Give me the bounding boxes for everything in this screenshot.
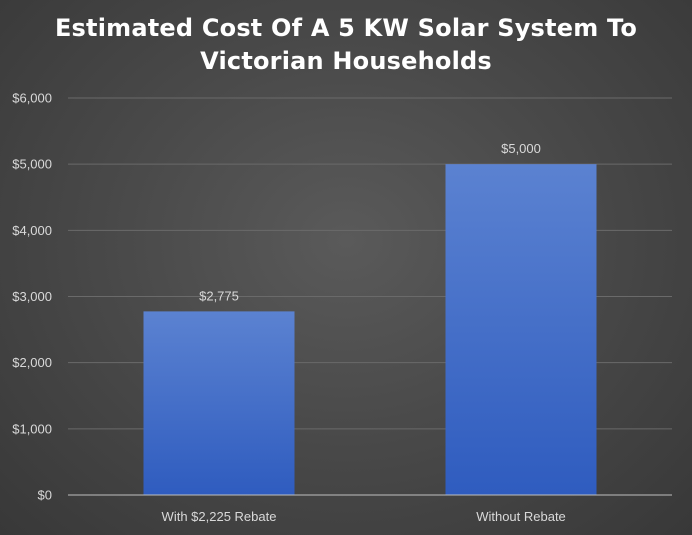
y-tick-label: $5,000 (12, 157, 52, 172)
bar (445, 164, 597, 495)
x-category-label: Without Rebate (476, 509, 566, 524)
bars (143, 164, 597, 495)
y-tick-label: $2,000 (12, 355, 52, 370)
chart-title: Estimated Cost Of A 5 KW Solar System To… (0, 12, 692, 78)
data-labels: $2,775 $5,000 (199, 141, 541, 303)
y-tick-label: $4,000 (12, 223, 52, 238)
y-tick-label: $1,000 (12, 421, 52, 436)
y-tick-label: $6,000 (12, 91, 52, 106)
bar (143, 311, 295, 495)
y-tick-label: $0 (38, 488, 52, 503)
data-label: $5,000 (501, 141, 541, 156)
y-axis-tick-labels: $0 $1,000 $2,000 $3,000 $4,000 $5,000 $6,000 (12, 91, 52, 503)
chart-title-line-1: Estimated Cost Of A 5 KW Solar System To (54, 14, 638, 42)
x-axis-category-labels: With $2,225 Rebate Without Rebate (162, 509, 566, 524)
chart-title-line-2: Victorian Households (200, 47, 492, 75)
x-category-label: With $2,225 Rebate (162, 509, 277, 524)
y-tick-label: $3,000 (12, 289, 52, 304)
data-label: $2,775 (199, 288, 239, 303)
